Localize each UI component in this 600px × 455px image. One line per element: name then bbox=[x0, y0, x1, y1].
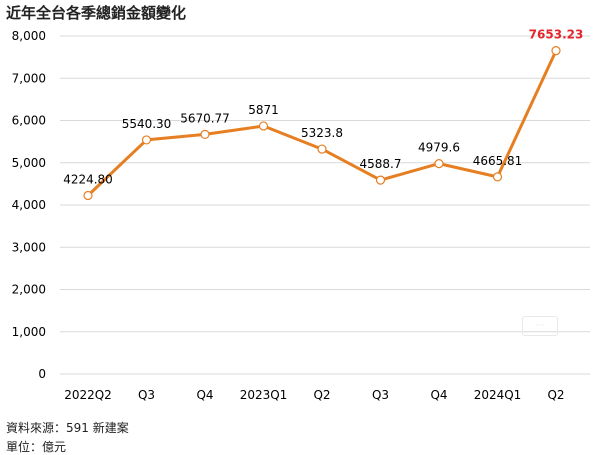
x-axis-tick-labels: 2022Q2 Q3 Q4 2023Q1 Q2 Q3 Q4 2024Q1 Q2 bbox=[64, 388, 564, 402]
data-point bbox=[375, 175, 386, 185]
x-tick-label: Q4 bbox=[430, 388, 447, 402]
x-tick-label: 2022Q2 bbox=[64, 388, 112, 402]
x-tick-label: Q2 bbox=[313, 388, 330, 402]
y-tick-label: 5,000 bbox=[12, 156, 46, 170]
data-point bbox=[258, 121, 269, 131]
data-label: 5540.30 bbox=[122, 117, 172, 131]
source-note: 資料來源：591 新建案 bbox=[6, 421, 129, 435]
data-point bbox=[200, 129, 210, 140]
data-labels: 4224.80 5540.30 5670.77 5871 5323.8 4588.7 497… bbox=[63, 28, 583, 187]
x-tick-label: Q2 bbox=[547, 388, 564, 402]
gridlines bbox=[60, 35, 590, 375]
data-label: 4224.80 bbox=[63, 173, 113, 187]
y-tick-label: 0 bbox=[38, 367, 46, 381]
data-label: 5323.8 bbox=[301, 126, 343, 140]
data-label: 5670.77 bbox=[180, 111, 230, 125]
data-label: 7653.23 bbox=[529, 28, 584, 42]
y-tick-label: 2,000 bbox=[12, 283, 46, 297]
watermark-logo: ⋯ bbox=[522, 316, 558, 336]
x-tick-label: 2024Q1 bbox=[474, 388, 522, 402]
unit-note: 單位：億元 bbox=[6, 440, 67, 454]
data-point bbox=[141, 135, 152, 145]
data-point bbox=[317, 144, 327, 154]
y-tick-label: 7,000 bbox=[12, 71, 46, 85]
data-label: 4979.6 bbox=[418, 141, 460, 155]
y-tick-label: 1,000 bbox=[12, 325, 46, 339]
x-tick-label: Q4 bbox=[196, 388, 213, 402]
x-tick-label: 2023Q1 bbox=[240, 388, 288, 402]
y-tick-label: 8,000 bbox=[12, 29, 46, 43]
chart-title: 近年全台各季總銷金額變化 bbox=[6, 4, 187, 22]
data-label: 5871 bbox=[248, 103, 279, 117]
x-tick-label: Q3 bbox=[138, 388, 155, 402]
y-tick-label: 3,000 bbox=[12, 240, 46, 254]
y-tick-label: 4,000 bbox=[12, 198, 46, 212]
data-label: 4588.7 bbox=[360, 157, 402, 171]
data-point bbox=[434, 159, 444, 169]
data-points bbox=[83, 46, 561, 201]
y-axis-tick-labels: 0 1,000 2,000 3,000 4,000 5,000 6,000 7,000 8,00… bbox=[12, 29, 46, 381]
data-point bbox=[551, 46, 561, 56]
y-tick-label: 6,000 bbox=[12, 114, 46, 128]
data-point bbox=[492, 172, 503, 182]
data-point bbox=[83, 190, 93, 201]
data-label: 4665.81 bbox=[473, 154, 523, 168]
x-tick-label: Q3 bbox=[372, 388, 389, 402]
